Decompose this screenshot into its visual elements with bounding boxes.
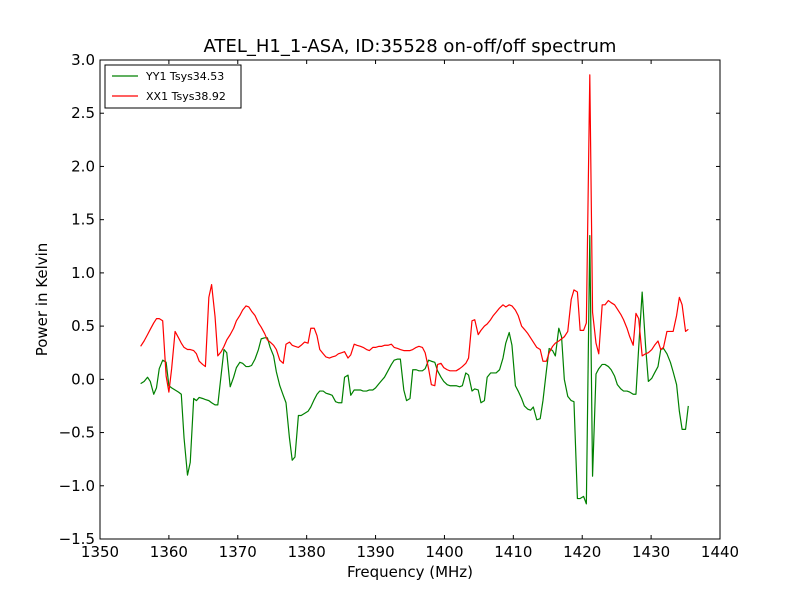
x-tick-label: 1360 — [150, 543, 188, 561]
x-tick-label: 1390 — [356, 543, 394, 561]
y-axis-label: Power in Kelvin — [33, 243, 51, 357]
legend-box — [104, 64, 242, 109]
x-axis-label: Frequency (MHz) — [347, 563, 473, 581]
y-tick-label: 0.0 — [71, 370, 95, 388]
y-tick-label: −1.5 — [59, 530, 95, 548]
x-tick-label: 1410 — [494, 543, 532, 561]
x-tick-label: 1430 — [632, 543, 670, 561]
legend-label-yy1: YY1 Tsys34.53 — [145, 70, 224, 83]
x-tick-label: 1420 — [563, 543, 601, 561]
x-tick-label: 1380 — [288, 543, 326, 561]
x-tick-label: 1350 — [81, 543, 119, 561]
x-tick-label: 1400 — [425, 543, 463, 561]
y-tick-label: 1.5 — [71, 211, 95, 229]
legend-label-xx1: XX1 Tsys38.92 — [146, 90, 226, 103]
x-tick-label: 1370 — [219, 543, 257, 561]
plot-area: 1350 1360 1370 1380 1390 1400 1410 1420 1430 1440… — [59, 51, 740, 561]
legend: YY1 Tsys34.53 XX1 Tsys38.92 — [104, 64, 242, 109]
x-tick-label: 1440 — [701, 543, 739, 561]
y-tick-label: −0.5 — [59, 424, 95, 442]
plot-frame — [99, 59, 721, 540]
y-tick-label: 2.0 — [71, 157, 95, 175]
y-tick-label: 0.5 — [71, 317, 95, 335]
y-tick-label: 2.5 — [71, 104, 95, 122]
chart-title: ATEL_H1_1-ASA, ID:35528 on-off/off spect… — [204, 36, 617, 57]
series-line-xx1 — [140, 74, 689, 393]
series-line-yy1 — [140, 235, 689, 505]
y-tick-label: 3.0 — [71, 51, 95, 69]
y-tick-label: −1.0 — [59, 477, 95, 495]
y-tick-label: 1.0 — [71, 264, 95, 282]
